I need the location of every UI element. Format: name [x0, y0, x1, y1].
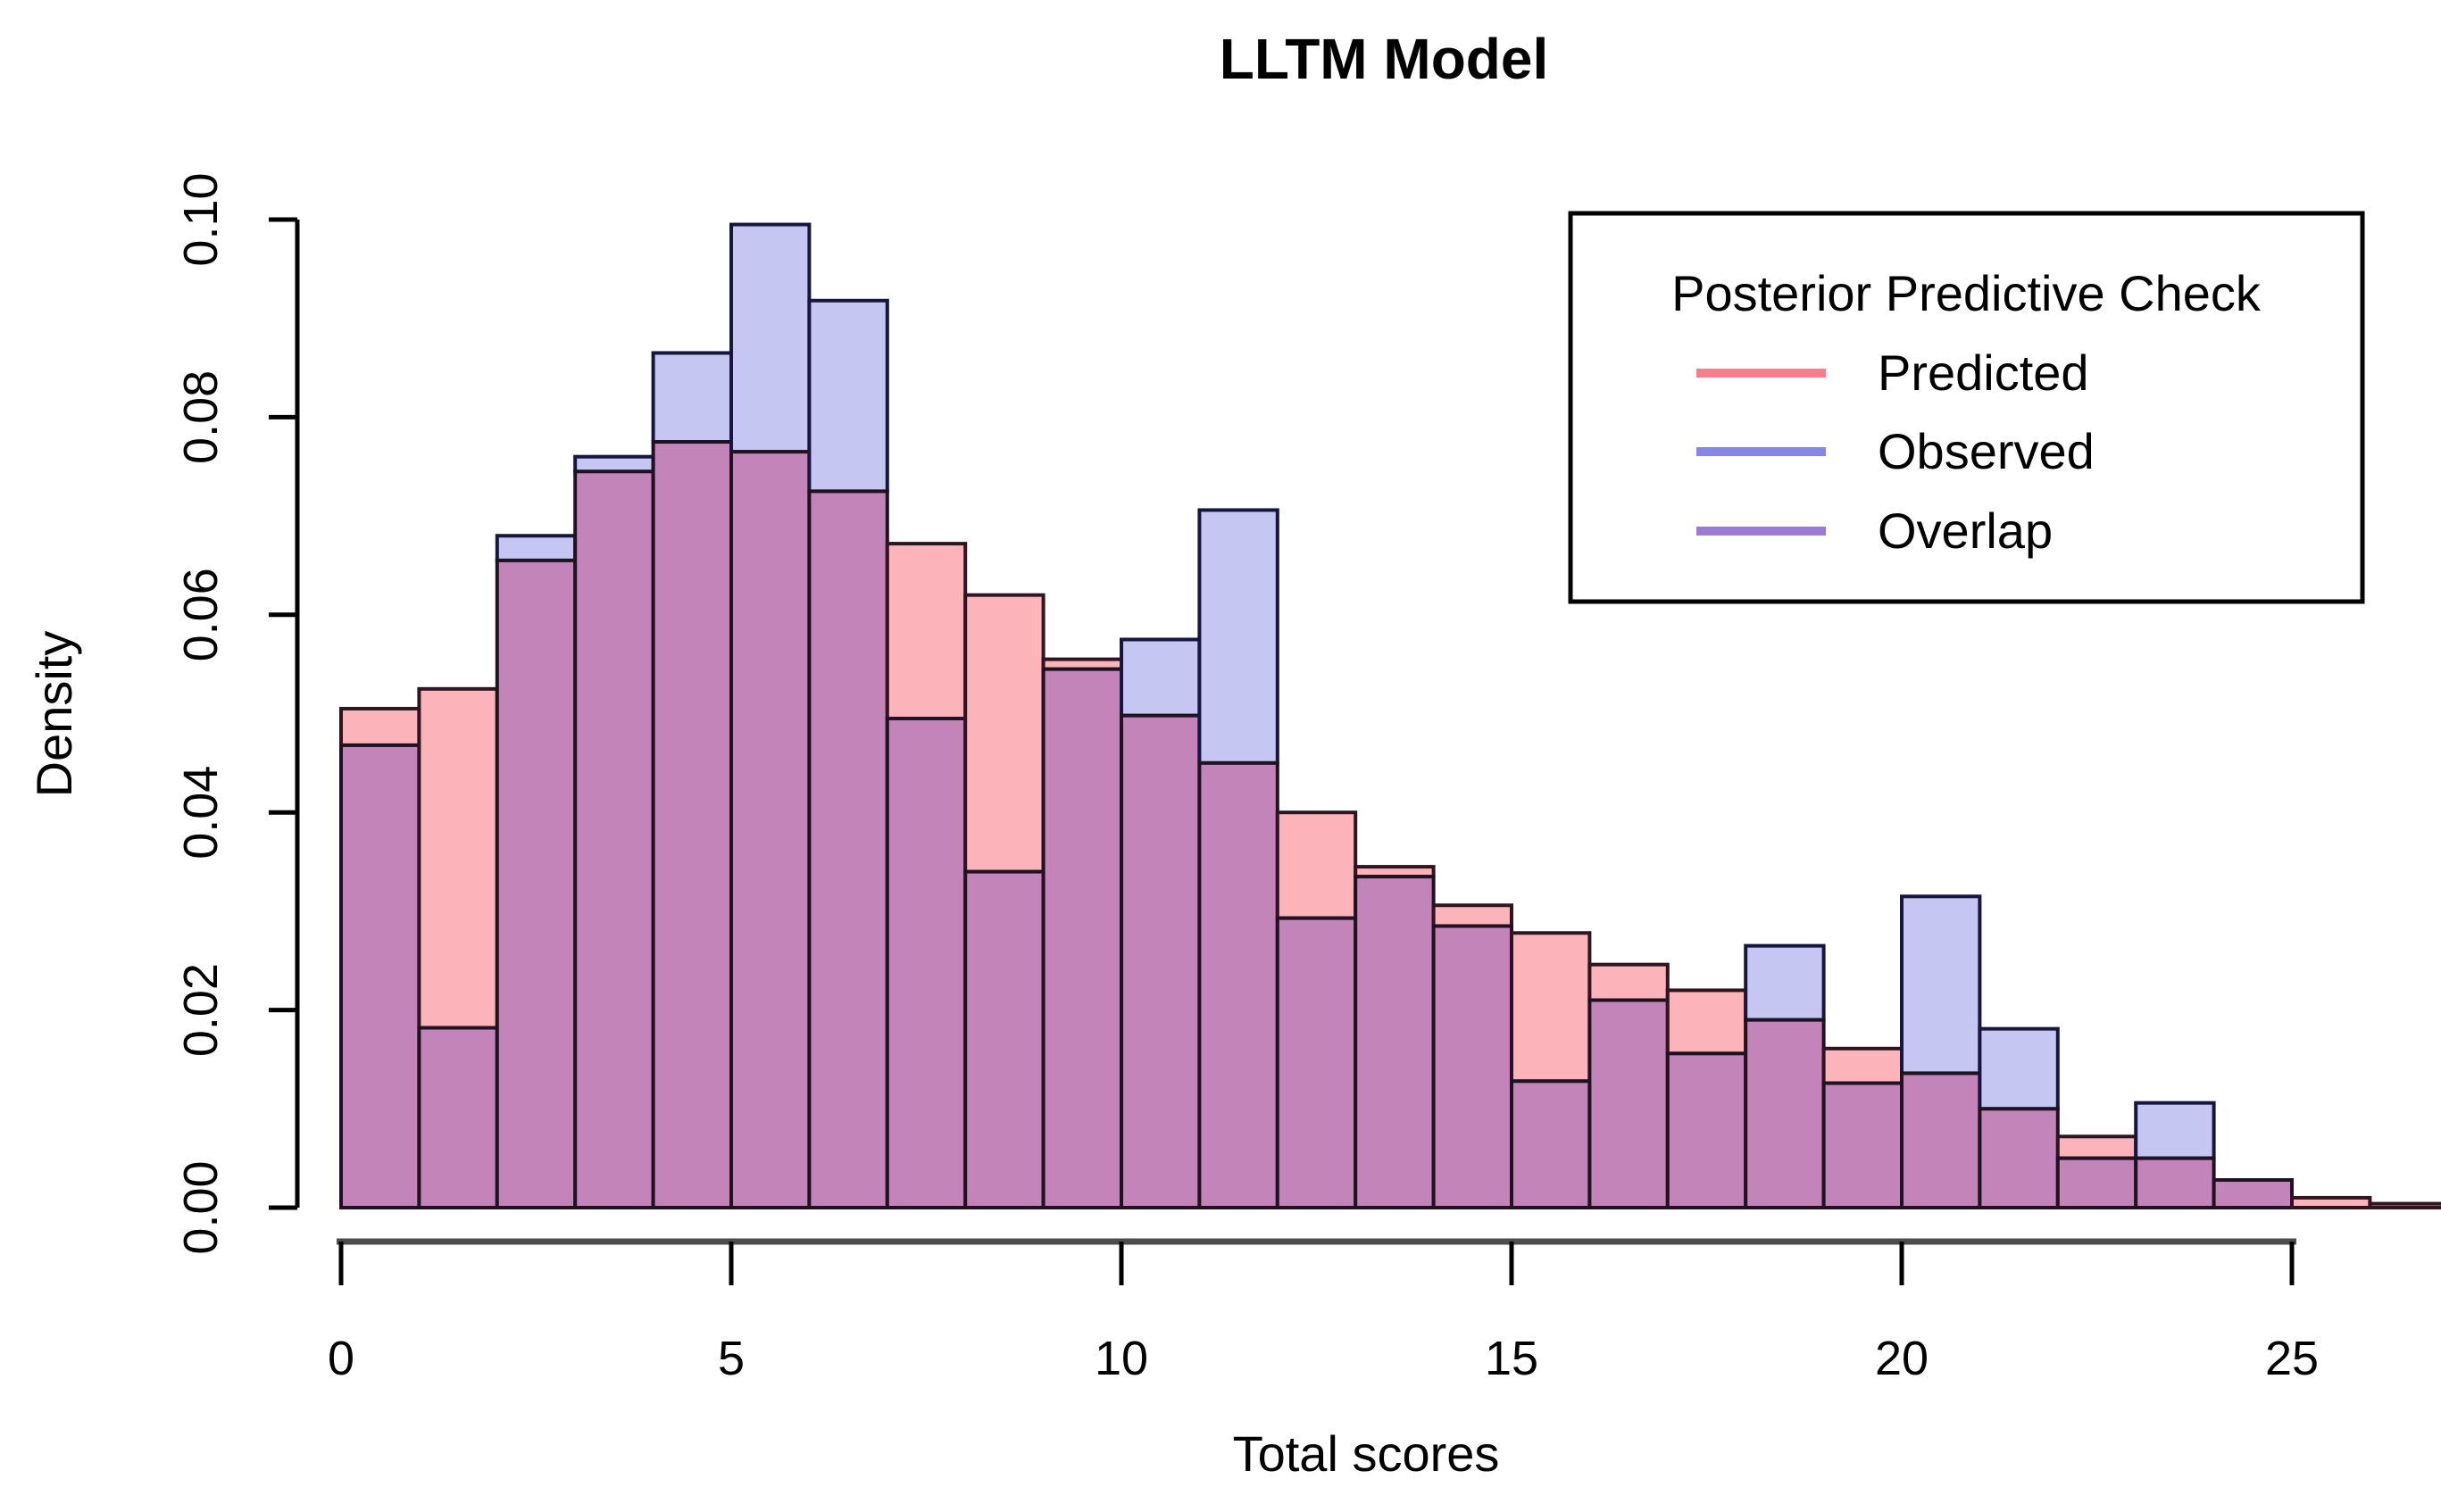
bar-overlap-bin-9: [1041, 667, 1123, 1209]
legend-observed-label: Observed: [1878, 423, 2095, 479]
bar-observed-bin-2: [495, 534, 578, 562]
bar-overlap-bin-24: [2212, 1178, 2295, 1210]
bar-overlap-bin-14: [1431, 924, 1513, 1209]
x-tick-label: 15: [1485, 1332, 1538, 1385]
bar-observed-bin-23: [2134, 1101, 2216, 1160]
bar-overlap-bin-10: [1120, 713, 1202, 1209]
bar-overlap-bin-16: [1587, 998, 1670, 1210]
bar-predicted-bin-25: [2290, 1195, 2372, 1210]
histogram-bars: [339, 222, 2441, 1210]
y-tick-label: 0.04: [174, 766, 228, 860]
bar-predicted-bin-17: [1665, 988, 1748, 1056]
y-axis-label: Density: [26, 631, 82, 798]
bar-overlap-bin-5: [729, 450, 812, 1209]
legend: Posterior Predictive Check Predicted Obs…: [1568, 211, 2365, 604]
bar-observed-bin-20: [1900, 894, 1982, 1076]
chart-title: LLTM Model: [1220, 27, 1549, 91]
x-tick-label: 20: [1875, 1332, 1929, 1385]
bar-overlap-bin-8: [963, 869, 1046, 1209]
bar-overlap-bin-3: [573, 469, 655, 1209]
y-tick-label: 0.10: [174, 172, 228, 266]
bar-overlap-bin-21: [1978, 1107, 2060, 1210]
bar-predicted-bin-0: [339, 706, 421, 747]
bar-predicted-bin-22: [2055, 1134, 2138, 1160]
y-tick-label: 0.00: [174, 1160, 228, 1254]
y-axis: 0.00 0.02 0.04 0.06 0.08 0.10: [174, 172, 300, 1255]
bar-predicted-bin-7: [885, 542, 968, 721]
bar-predicted-bin-14: [1431, 903, 1513, 928]
x-axis: 0 5 10 15 20 25: [328, 1238, 2319, 1385]
bar-overlap-bin-6: [807, 489, 889, 1209]
bar-overlap-bin-2: [495, 558, 578, 1209]
bar-predicted-bin-1: [417, 686, 499, 1030]
bar-overlap-bin-12: [1275, 916, 1358, 1210]
y-tick-label: 0.06: [174, 568, 228, 661]
x-tick-label: 0: [328, 1332, 354, 1385]
bar-predicted-bin-16: [1587, 962, 1670, 1002]
bar-observed-bin-21: [1978, 1026, 2060, 1111]
bar-overlap-bin-4: [651, 440, 733, 1209]
bar-observed-bin-10: [1120, 637, 1202, 718]
bar-predicted-bin-8: [963, 593, 1046, 874]
legend-overlap-label: Overlap: [1878, 503, 2053, 559]
legend-title: Posterior Predictive Check: [1671, 265, 2262, 321]
bar-predicted-bin-12: [1275, 810, 1358, 920]
bar-overlap-bin-17: [1665, 1051, 1748, 1209]
bar-observed-bin-3: [573, 454, 655, 474]
bar-observed-bin-6: [807, 298, 889, 494]
bar-overlap-bin-0: [339, 743, 421, 1209]
bar-observed-bin-5: [729, 222, 812, 454]
bar-overlap-bin-18: [1744, 1018, 1826, 1210]
x-axis-label: Total scores: [1233, 1425, 1500, 1482]
legend-predicted-label: Predicted: [1878, 345, 2089, 401]
bar-predicted-bin-15: [1510, 931, 1592, 1084]
bar-observed-bin-11: [1197, 508, 1279, 765]
bar-overlap-bin-20: [1900, 1071, 1982, 1209]
bar-predicted-bin-19: [1821, 1046, 1904, 1085]
x-tick-label: 25: [2265, 1332, 2319, 1385]
bar-predicted-bin-26: [2368, 1201, 2441, 1210]
bar-overlap-bin-19: [1821, 1081, 1904, 1209]
bar-overlap-bin-15: [1510, 1079, 1592, 1209]
bar-overlap-bin-7: [885, 717, 968, 1209]
x-tick-label: 10: [1095, 1332, 1148, 1385]
bar-overlap-bin-23: [2134, 1156, 2216, 1210]
y-tick-label: 0.02: [174, 963, 228, 1057]
bar-overlap-bin-22: [2055, 1156, 2138, 1210]
bar-overlap-bin-13: [1354, 875, 1436, 1210]
bar-overlap-bin-11: [1197, 760, 1279, 1209]
x-tick-label: 5: [718, 1332, 745, 1385]
bar-overlap-bin-1: [417, 1026, 499, 1209]
legend-box: [1568, 211, 2365, 604]
y-tick-label: 0.08: [174, 370, 228, 464]
bar-observed-bin-18: [1744, 943, 1826, 1022]
bar-observed-bin-4: [651, 351, 733, 444]
